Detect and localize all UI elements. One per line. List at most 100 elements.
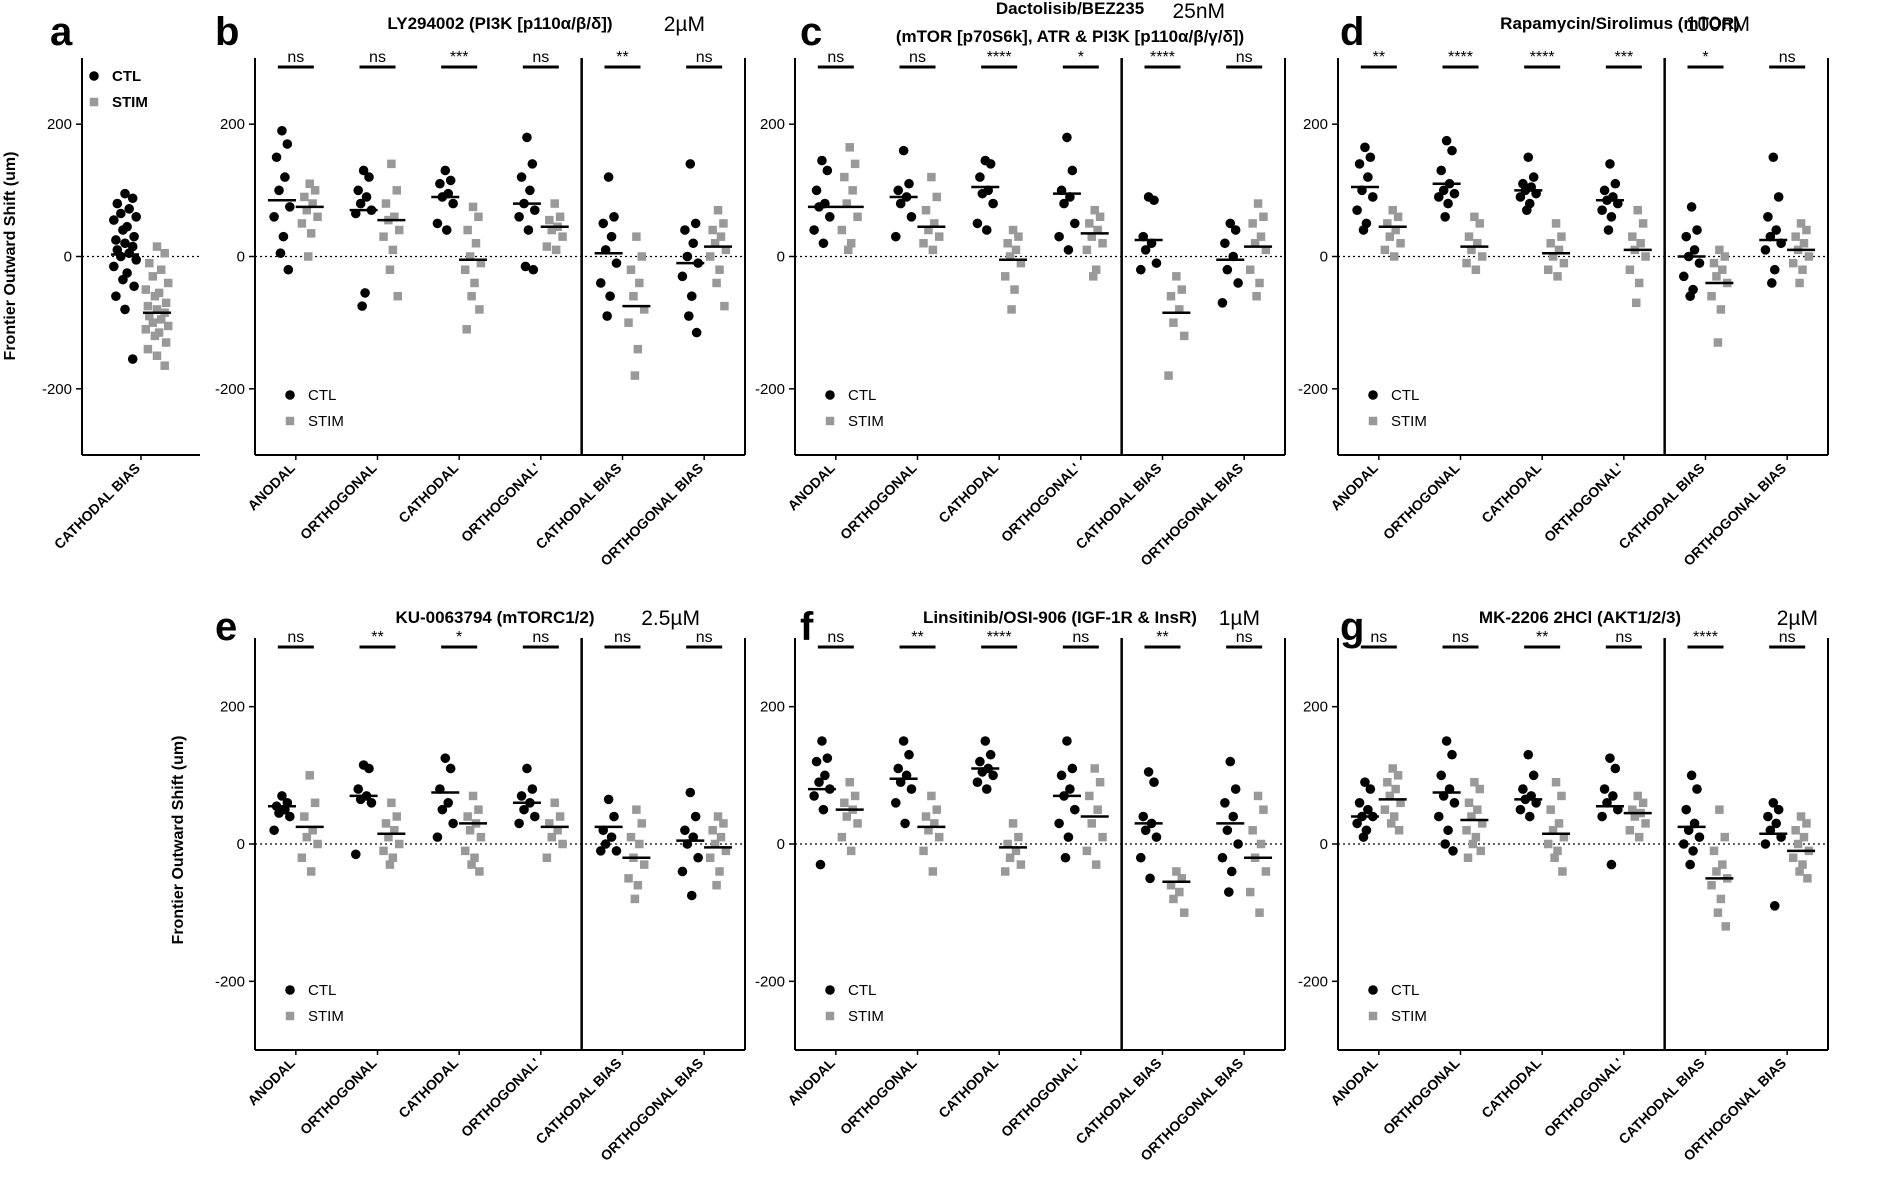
ctl-point [118, 225, 128, 235]
ctl-point [595, 846, 606, 856]
stim-point [1090, 764, 1099, 773]
ctl-point [598, 218, 609, 229]
ctl-point [1056, 770, 1067, 781]
ctl-point [1773, 192, 1784, 202]
stim-point [928, 867, 938, 876]
stim-point [1177, 285, 1187, 294]
stim-point [1386, 819, 1396, 828]
ctl-point [893, 763, 904, 774]
category-label: CATHODAL BIAS [1072, 1055, 1164, 1147]
ctl-point [1763, 811, 1773, 822]
ctl-point [1763, 212, 1773, 222]
category-label: ANODAL [784, 1054, 838, 1108]
legend-ctl-marker [285, 985, 295, 995]
ctl-point [516, 791, 527, 801]
stim-point [1008, 819, 1018, 828]
ctl-point [274, 185, 284, 196]
stim-point [300, 192, 309, 202]
ctl-point [1358, 225, 1369, 235]
stim-point [1464, 232, 1474, 241]
ctl-point [1233, 839, 1243, 849]
stim-point [1473, 805, 1482, 814]
stim-point [1791, 826, 1800, 835]
stim-point [558, 839, 567, 849]
legend-ctl-label: CTL [848, 387, 876, 404]
significance-label: **** [1693, 629, 1718, 646]
ctl-point [448, 198, 458, 209]
ctl-point [814, 777, 824, 787]
ctl-point [131, 212, 141, 222]
ctl-point [815, 859, 826, 870]
ctl-point [529, 205, 540, 215]
stim-point [1802, 819, 1811, 828]
stim-point [1245, 265, 1255, 274]
stim-point [161, 338, 171, 347]
stim-point [160, 248, 169, 258]
stim-point [850, 159, 860, 169]
stim-point [1391, 225, 1400, 235]
stim-point [1713, 338, 1723, 347]
ctl-point [445, 175, 456, 186]
significance-label: ns [696, 49, 713, 66]
significance-label: *** [450, 49, 469, 66]
stim-point [297, 219, 307, 228]
ctl-point [988, 770, 998, 781]
ctl-point [1069, 218, 1080, 229]
stim-point [1718, 860, 1727, 869]
stim-point [1098, 832, 1107, 842]
stim-point [550, 798, 559, 808]
ctl-point [1515, 804, 1526, 815]
stim-point [381, 199, 391, 208]
stim-point [313, 839, 322, 849]
stim-point [306, 867, 316, 876]
ctl-point [606, 832, 617, 842]
stim-point [1543, 839, 1553, 849]
ctl-point [443, 798, 454, 808]
ctl-point [435, 178, 445, 189]
stim-point [1098, 239, 1107, 248]
stim-point [1709, 258, 1719, 268]
stim-point [1010, 285, 1019, 294]
stim-point [1396, 798, 1405, 808]
ctl-point [988, 198, 998, 209]
stim-point [1554, 819, 1564, 828]
stim-point [1795, 278, 1804, 288]
stim-point [1709, 846, 1719, 856]
ctl-point [609, 212, 619, 222]
ctl-point [611, 846, 622, 856]
panel-b: b LY294002 (PI3K [p110α/β/δ]) 2µM -200 0 200 A… [215, 10, 746, 569]
ctl-point [283, 264, 294, 275]
ctl-point [1438, 185, 1449, 196]
stim-point [630, 371, 640, 380]
stim-point [156, 265, 166, 274]
significance-label: ns [287, 629, 304, 646]
stim-point [1799, 239, 1809, 248]
stim-point [1394, 826, 1404, 835]
stim-point [1463, 853, 1473, 862]
legend-stim-label: STIM [1391, 413, 1427, 430]
stim-point [145, 258, 154, 268]
y-tick-label: -200 [755, 973, 785, 990]
ctl-point [972, 218, 983, 229]
ctl-point [1063, 245, 1074, 255]
stim-point [555, 212, 565, 222]
ctl-point [1358, 832, 1369, 842]
ctl-point [1449, 188, 1460, 199]
stim-point [716, 232, 726, 241]
stim-point [1248, 826, 1257, 835]
ctl-point [522, 763, 532, 774]
panel-d: d Rapamycin/Sirolimus (mTOR)100nM -200 0 200… [1298, 10, 1829, 569]
stim-point [713, 205, 723, 215]
significance-label: * [1078, 49, 1084, 66]
stim-point [1803, 874, 1812, 883]
stim-point [1261, 867, 1271, 876]
panel-letter: e [215, 605, 237, 649]
ctl-point [1354, 798, 1365, 808]
significance-label: ns [1236, 49, 1253, 66]
stim-point [1011, 245, 1021, 255]
stim-point [390, 826, 399, 835]
ctl-point [120, 238, 130, 249]
ctl-point [824, 212, 835, 222]
ctl-point [686, 291, 697, 302]
ctl-point [1685, 859, 1695, 870]
